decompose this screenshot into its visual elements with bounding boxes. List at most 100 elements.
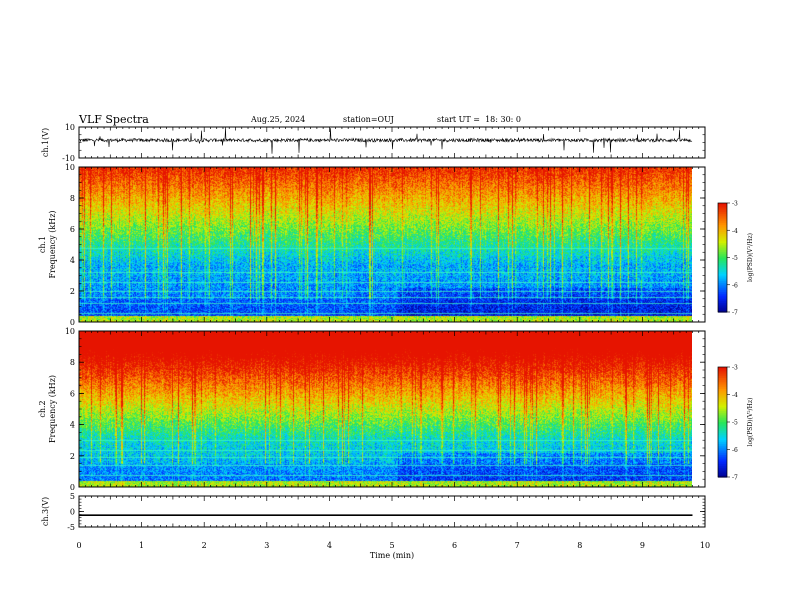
ch2-spectrogram-ytick-label: 0 [70, 483, 75, 492]
ch2-spectrogram-ytick-label: 8 [70, 358, 75, 367]
ch3-waveform-ytick-label: 0 [70, 508, 75, 517]
ch3-waveform-ytick-label: 5 [70, 492, 75, 501]
ch2-spectrogram-colorbar-cell [718, 400, 727, 403]
ch2-spectrogram-ylabel: ch.2 [38, 400, 47, 417]
ch1-spectrogram-colorbar-cell [718, 299, 727, 302]
ch1-spectrogram-colorbar-cell [718, 293, 727, 297]
ch2-spectrogram-colorbar-cell [718, 423, 727, 427]
x-tick-label: 0 [76, 541, 81, 550]
ch2-spectrogram-colorbar-cell [718, 436, 727, 440]
ch1-spectrogram-colorbar-cell [718, 257, 727, 260]
ch2-spectrogram-colorbar-cell [718, 469, 727, 473]
ch2-spectrogram-colorbar-cell [718, 396, 727, 399]
ch1-spectrogram-colorbar-cell [718, 248, 727, 251]
ch1-spectrogram-colorbar-cell [718, 208, 727, 211]
ch1-spectrogram-colorbar-cell [718, 270, 727, 273]
ch2-spectrogram-colorbar-cell [718, 473, 727, 476]
ch2-spectrogram-ylabel: Frequency (kHz) [48, 375, 57, 443]
ch1-spectrogram-ytick-label: 10 [65, 163, 75, 172]
ch1-spectrogram-colorbar-cell [718, 224, 727, 228]
ch1-spectrogram-colorbar-cell [718, 221, 727, 224]
ch1-spectrogram-colorbar-cell [718, 242, 727, 246]
ch2-spectrogram-colorbar-cell [718, 444, 727, 447]
ch2-spectrogram-ytick-label: 10 [65, 327, 75, 336]
ch1-spectrogram-colorbar-cell [718, 286, 727, 289]
ch1-spectrogram-colorbar-tick-label: -7 [732, 310, 738, 317]
x-tick-label: 10 [700, 541, 710, 550]
ch1-spectrogram-colorbar-cell [718, 255, 727, 259]
ch2-spectrogram-colorbar-cell [718, 449, 727, 452]
ch2-spectrogram-colorbar-cell [718, 420, 727, 423]
x-tick-label: 2 [202, 541, 207, 550]
ch1-spectrogram-colorbar-cell [718, 266, 727, 269]
ch1-spectrogram-colorbar-cell [718, 213, 727, 217]
ch1-spectrogram-colorbar-cell [718, 253, 727, 257]
ch2-spectrogram-colorbar-cell [718, 394, 727, 397]
ch1-spectrogram-colorbar-cell [718, 302, 727, 306]
ch1-spectrogram-colorbar-cell [718, 252, 727, 255]
ch1-spectrogram-colorbar-cell [718, 239, 727, 242]
ch3-waveform-ytick-label: -5 [67, 523, 75, 532]
ch1-spectrogram-ytick-label: 8 [70, 194, 75, 203]
ch2-spectrogram-colorbar-cell [718, 412, 727, 416]
ch1-spectrogram-colorbar-cell [718, 261, 727, 264]
ch1-spectrogram-colorbar-cell [718, 241, 727, 244]
ch1-spectrogram-colorbar-label: log(PSD)(V²/Hz) [747, 233, 754, 282]
ch2-spectrogram-colorbar-cell [718, 390, 727, 394]
ch1-spectrogram-ytick-label: 0 [70, 318, 75, 327]
x-tick-label: 6 [452, 541, 457, 550]
ch2-spectrogram-colorbar-label: log(PSD)(V²/Hz) [747, 398, 754, 447]
ch1-spectrogram-ytick-label: 2 [70, 287, 75, 296]
ch1-spectrogram-colorbar-cell [718, 219, 727, 222]
ch3-waveform-ylabel: ch.3(V) [41, 497, 50, 526]
ch2-spectrogram-colorbar-cell [718, 401, 727, 405]
x-tick-label: 3 [264, 541, 269, 550]
ch1-spectrogram-colorbar-tick-label: -6 [732, 282, 738, 289]
ch2-spectrogram-colorbar-cell [718, 379, 727, 383]
ch1-spectrogram-colorbar-cell [718, 212, 727, 215]
header-station: station=OUJ [343, 115, 394, 124]
ch1-spectrogram-colorbar-cell [718, 217, 727, 220]
x-tick-label: 1 [139, 541, 144, 550]
ch1-waveform-ylabel: ch.1(V) [41, 128, 50, 157]
ch1-spectrogram-colorbar-cell [718, 222, 727, 226]
ch1-spectrogram-colorbar-cell [718, 268, 727, 271]
ch2-spectrogram-colorbar-cell [718, 387, 727, 390]
ch1-spectrogram-colorbar-cell [718, 275, 727, 279]
ch1-spectrogram-colorbar-cell [718, 232, 727, 235]
header-title: VLF Spectra [79, 113, 149, 126]
ch2-spectrogram-colorbar-cell [718, 466, 727, 469]
ch2-spectrogram-ytick-label: 4 [70, 421, 75, 430]
ch1-spectrogram-colorbar-tick-label: -4 [732, 228, 738, 235]
ch2-spectrogram-colorbar-cell [718, 464, 727, 467]
x-tick-label: 5 [389, 541, 394, 550]
ch2-spectrogram-colorbar-cell [718, 368, 727, 372]
ch1-spectrogram-colorbar-cell [718, 259, 727, 262]
ch2-spectrogram-colorbar-cell [718, 475, 727, 478]
ch1-spectrogram-colorbar-cell [718, 306, 727, 309]
ch2-spectrogram-colorbar-cell [718, 389, 727, 392]
ch1-spectrogram-colorbar-cell [718, 244, 727, 248]
ch2-spectrogram-colorbar-cell [718, 381, 727, 385]
ch2-spectrogram-colorbar-cell [718, 422, 727, 425]
ch2-spectrogram-colorbar-cell [718, 372, 727, 375]
ch2-spectrogram-colorbar-cell [718, 414, 727, 418]
ch2-spectrogram-colorbar-cell [718, 445, 727, 449]
ch1-spectrogram-ytick-label: 6 [70, 225, 75, 234]
ch2-spectrogram-colorbar-cell [718, 405, 727, 408]
ch2-spectrogram-colorbar-cell [718, 458, 727, 462]
ch2-spectrogram-ytick-label: 2 [70, 452, 75, 461]
ch2-spectrogram-colorbar-cell [718, 471, 727, 474]
ch1-spectrogram-colorbar-tick-label: -5 [732, 255, 738, 262]
ch1-spectrogram-colorbar-cell [718, 281, 727, 284]
ch2-spectrogram-colorbar-cell [718, 447, 727, 451]
ch2-spectrogram-colorbar-cell [718, 467, 727, 471]
ch1-spectrogram-colorbar-cell [718, 226, 727, 230]
ch2-spectrogram-colorbar-cell [718, 456, 727, 460]
ch2-spectrogram-colorbar-cell [718, 425, 727, 429]
ch2-spectrogram-colorbar-cell [718, 403, 727, 407]
ch2-spectrogram-colorbar-cell [718, 416, 727, 419]
ch2-spectrogram-colorbar-cell [718, 453, 727, 456]
x-tick-label: 8 [577, 541, 582, 550]
ch1-spectrogram-colorbar-cell [718, 262, 727, 266]
